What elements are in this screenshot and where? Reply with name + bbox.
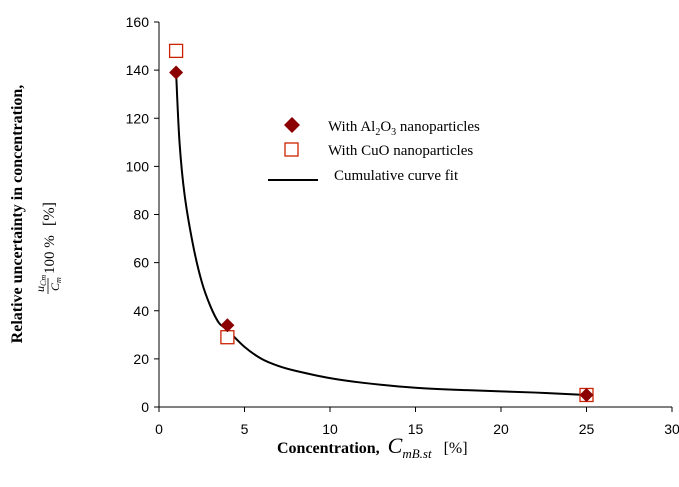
legend-label-fit: Cumulative curve fit (334, 168, 459, 184)
data-points (168, 43, 594, 403)
y-axis-formula-denominator: Cm (48, 277, 63, 291)
x-axis-title-text: Concentration, (277, 440, 380, 457)
y-ticks: 0 20 40 60 80 100 120 140 160 (126, 14, 159, 415)
fit-curve-line (175, 72, 587, 396)
x-tick-label: 0 (155, 421, 163, 437)
x-tick-label: 25 (579, 421, 595, 437)
legend: With Al2O3 nanoparticles With CuO nanopa… (268, 117, 480, 184)
cuo-point (220, 330, 235, 345)
x-axis-unit: [%] (444, 440, 468, 457)
x-tick-label: 5 (241, 421, 249, 437)
y-tick-label: 80 (133, 207, 149, 223)
al2o3-point (220, 318, 235, 333)
x-tick-label: 30 (664, 421, 679, 437)
x-tick-label: 15 (408, 421, 424, 437)
x-axis-subscript: mB.st (402, 446, 432, 461)
y-tick-label: 100 (126, 158, 150, 174)
svg-text:Concentration, CmB.st: Concentration, CmB.st [%] (277, 433, 468, 462)
y-tick-label: 140 (126, 62, 150, 78)
al2o3-point (579, 387, 594, 402)
y-axis-formula-numerator: uCm (33, 275, 48, 292)
y-tick-label: 120 (126, 110, 150, 126)
y-axis-title-text: Relative uncertainty in concentration, (9, 85, 26, 344)
x-ticks: 0 5 10 15 20 25 30 (155, 407, 679, 437)
y-axis-unit: [%] (41, 202, 58, 226)
legend-diamond-marker (284, 117, 300, 133)
cuo-point (168, 43, 184, 59)
legend-label-al2o3: With Al2O3 nanoparticles (328, 119, 480, 138)
y-tick-label: 60 (133, 255, 149, 271)
al2o3-point (169, 65, 184, 80)
legend-square-marker (284, 142, 299, 157)
x-axis-title: Concentration, CmB.st [%] (277, 433, 468, 462)
legend-label-cuo: With CuO nanoparticles (328, 143, 473, 159)
axes (158, 22, 672, 408)
y-axis-formula-tail: 100 % (42, 235, 58, 274)
x-tick-label: 20 (493, 421, 509, 437)
y-tick-label: 40 (133, 303, 149, 319)
y-tick-label: 160 (126, 14, 150, 30)
y-axis-title: Relative uncertainty in concentration, u… (9, 85, 63, 344)
x-tick-label: 10 (322, 421, 338, 437)
fit-series (175, 72, 587, 396)
y-tick-label: 20 (133, 351, 149, 367)
y-tick-label: 0 (141, 399, 149, 415)
x-axis-symbol: C (388, 433, 403, 458)
